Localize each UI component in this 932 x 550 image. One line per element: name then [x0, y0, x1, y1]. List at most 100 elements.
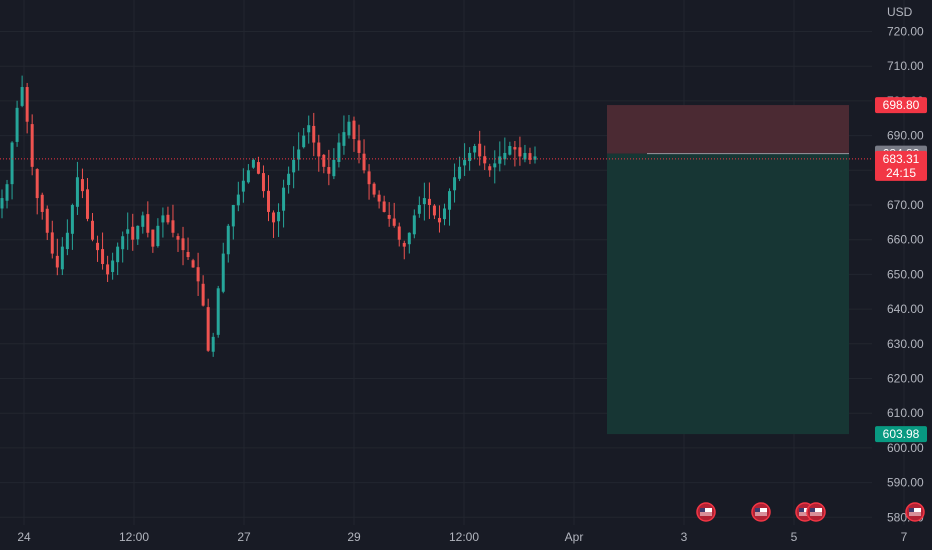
x-tick-label: 3 — [681, 530, 688, 544]
candle-body — [126, 229, 130, 234]
long-short-position-tool[interactable] — [607, 105, 849, 435]
candle-body — [387, 214, 391, 219]
candle-body — [402, 242, 406, 247]
candle-body — [442, 208, 446, 220]
flag-white — [810, 508, 822, 516]
x-tick-label: 5 — [791, 530, 798, 544]
flag-canton — [799, 508, 804, 512]
stop-loss-zone[interactable] — [607, 105, 849, 154]
candle-body — [352, 120, 356, 140]
candle-body — [468, 152, 472, 162]
candle-body — [231, 205, 235, 227]
candle-body — [176, 236, 180, 240]
candle-body — [458, 166, 462, 179]
countdown-text: 24:15 — [886, 166, 916, 180]
candle-body — [437, 217, 441, 223]
candle-body — [261, 173, 265, 192]
x-tick-label: Apr — [565, 530, 584, 544]
candle-body — [508, 146, 512, 155]
y-tick-label: 600.00 — [887, 441, 924, 455]
candle-body — [256, 162, 260, 174]
candle-body — [40, 194, 44, 212]
candle-body — [533, 156, 537, 160]
stop-price-label: 698.80 — [875, 97, 927, 114]
candle-body — [513, 147, 517, 150]
candle-body — [292, 159, 296, 173]
candle-body — [272, 212, 276, 223]
us-flag-event-icon[interactable] — [806, 502, 826, 522]
target-price-label: 603.98 — [875, 426, 927, 443]
last-price-text: 683.31 — [883, 152, 920, 166]
candle-body — [297, 149, 301, 160]
target-price-label-bg — [875, 426, 927, 443]
candle-body — [156, 225, 160, 247]
candle-body — [146, 214, 150, 233]
target-price-label-text: 603.98 — [883, 427, 920, 441]
candle-body — [377, 194, 381, 202]
y-tick-label: 710.00 — [887, 59, 924, 73]
x-tick-label: 12:00 — [119, 530, 149, 544]
candle-body — [246, 170, 250, 183]
candle-body — [448, 191, 452, 210]
flag-canton — [810, 508, 815, 512]
currency-label: USD — [887, 5, 913, 19]
take-profit-zone[interactable] — [607, 153, 849, 435]
candle-body — [96, 242, 100, 251]
candle-body — [407, 232, 411, 245]
candle-body — [523, 152, 527, 160]
candle-body — [201, 283, 205, 306]
candle-body — [65, 232, 69, 250]
candle-body — [15, 107, 19, 142]
us-flag-event-icon[interactable] — [696, 502, 716, 522]
y-tick-label: 620.00 — [887, 372, 924, 386]
y-tick-label: 690.00 — [887, 129, 924, 143]
candle-body — [216, 288, 220, 335]
flag-white — [799, 508, 811, 516]
candle-body — [181, 238, 185, 251]
candle-body — [412, 215, 416, 235]
candle-body — [337, 142, 341, 162]
candle-body — [70, 205, 74, 234]
y-tick-label: 650.00 — [887, 267, 924, 281]
y-tick-label: 610.00 — [887, 406, 924, 420]
candle-body — [85, 189, 89, 219]
candle-body — [397, 226, 401, 240]
candle-body — [417, 205, 421, 214]
candle-body — [211, 336, 215, 352]
candle-body — [75, 177, 79, 207]
us-flag-event-icon[interactable] — [751, 502, 771, 522]
y-tick-label: 640.00 — [887, 302, 924, 316]
candle-body — [277, 211, 281, 222]
candle-body — [10, 142, 14, 185]
us-flag-event-icon[interactable] — [905, 502, 925, 522]
candle-body — [317, 142, 321, 157]
candle-body — [121, 236, 125, 250]
candle-body — [463, 159, 467, 166]
candle-body — [422, 198, 426, 205]
candle-body — [498, 156, 502, 164]
candle-body — [30, 124, 34, 167]
y-tick-label: 630.00 — [887, 337, 924, 351]
candle-body — [503, 152, 507, 160]
time-axis[interactable]: 24 12:00 27 29 12:00 Apr 3 5 7 — [17, 530, 907, 544]
candle-body — [136, 225, 140, 240]
candle-body — [528, 153, 532, 160]
candle-body — [55, 255, 59, 268]
candle-body — [488, 166, 492, 171]
candle-body — [241, 180, 245, 192]
candle-body — [186, 251, 190, 258]
candle-body — [171, 220, 175, 233]
flag-white — [755, 508, 767, 516]
candle-body — [116, 246, 120, 263]
candle-body — [332, 159, 336, 177]
candle-body — [35, 169, 39, 199]
candle-body — [80, 179, 84, 192]
candle-body — [0, 198, 4, 209]
candle-body — [111, 260, 115, 273]
flag-white — [909, 508, 921, 516]
candle-body — [50, 232, 54, 254]
economic-events[interactable] — [696, 502, 925, 522]
stop-price-label-bg — [875, 97, 927, 114]
